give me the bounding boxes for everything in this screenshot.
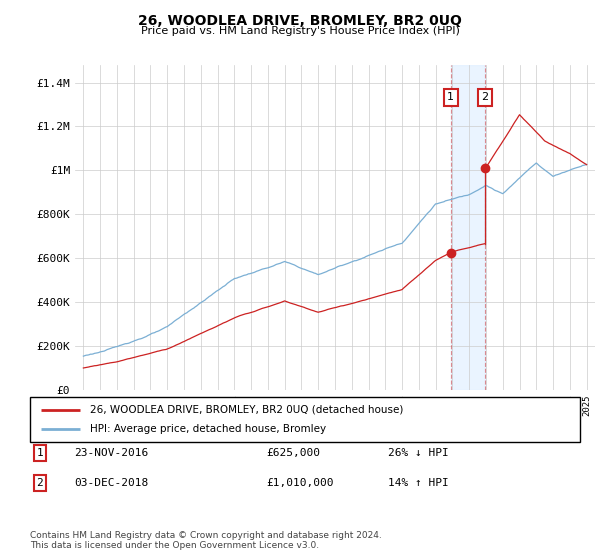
Text: 26, WOODLEA DRIVE, BROMLEY, BR2 0UQ: 26, WOODLEA DRIVE, BROMLEY, BR2 0UQ — [138, 14, 462, 28]
Text: 14% ↑ HPI: 14% ↑ HPI — [388, 478, 448, 488]
Text: HPI: Average price, detached house, Bromley: HPI: Average price, detached house, Brom… — [91, 424, 326, 435]
Bar — [451, 65, 485, 390]
Text: Price paid vs. HM Land Registry's House Price Index (HPI): Price paid vs. HM Land Registry's House … — [140, 26, 460, 36]
Text: 03-DEC-2018: 03-DEC-2018 — [74, 478, 148, 488]
FancyBboxPatch shape — [30, 397, 580, 442]
Text: 26% ↓ HPI: 26% ↓ HPI — [388, 448, 448, 458]
Text: 1: 1 — [447, 92, 454, 102]
Text: 2: 2 — [481, 92, 488, 102]
Text: 1: 1 — [37, 448, 43, 458]
Text: Contains HM Land Registry data © Crown copyright and database right 2024.
This d: Contains HM Land Registry data © Crown c… — [30, 531, 382, 550]
Text: 26, WOODLEA DRIVE, BROMLEY, BR2 0UQ (detached house): 26, WOODLEA DRIVE, BROMLEY, BR2 0UQ (det… — [91, 404, 404, 414]
Text: 23-NOV-2016: 23-NOV-2016 — [74, 448, 148, 458]
Text: £625,000: £625,000 — [266, 448, 320, 458]
Text: 2: 2 — [37, 478, 43, 488]
Text: £1,010,000: £1,010,000 — [266, 478, 334, 488]
